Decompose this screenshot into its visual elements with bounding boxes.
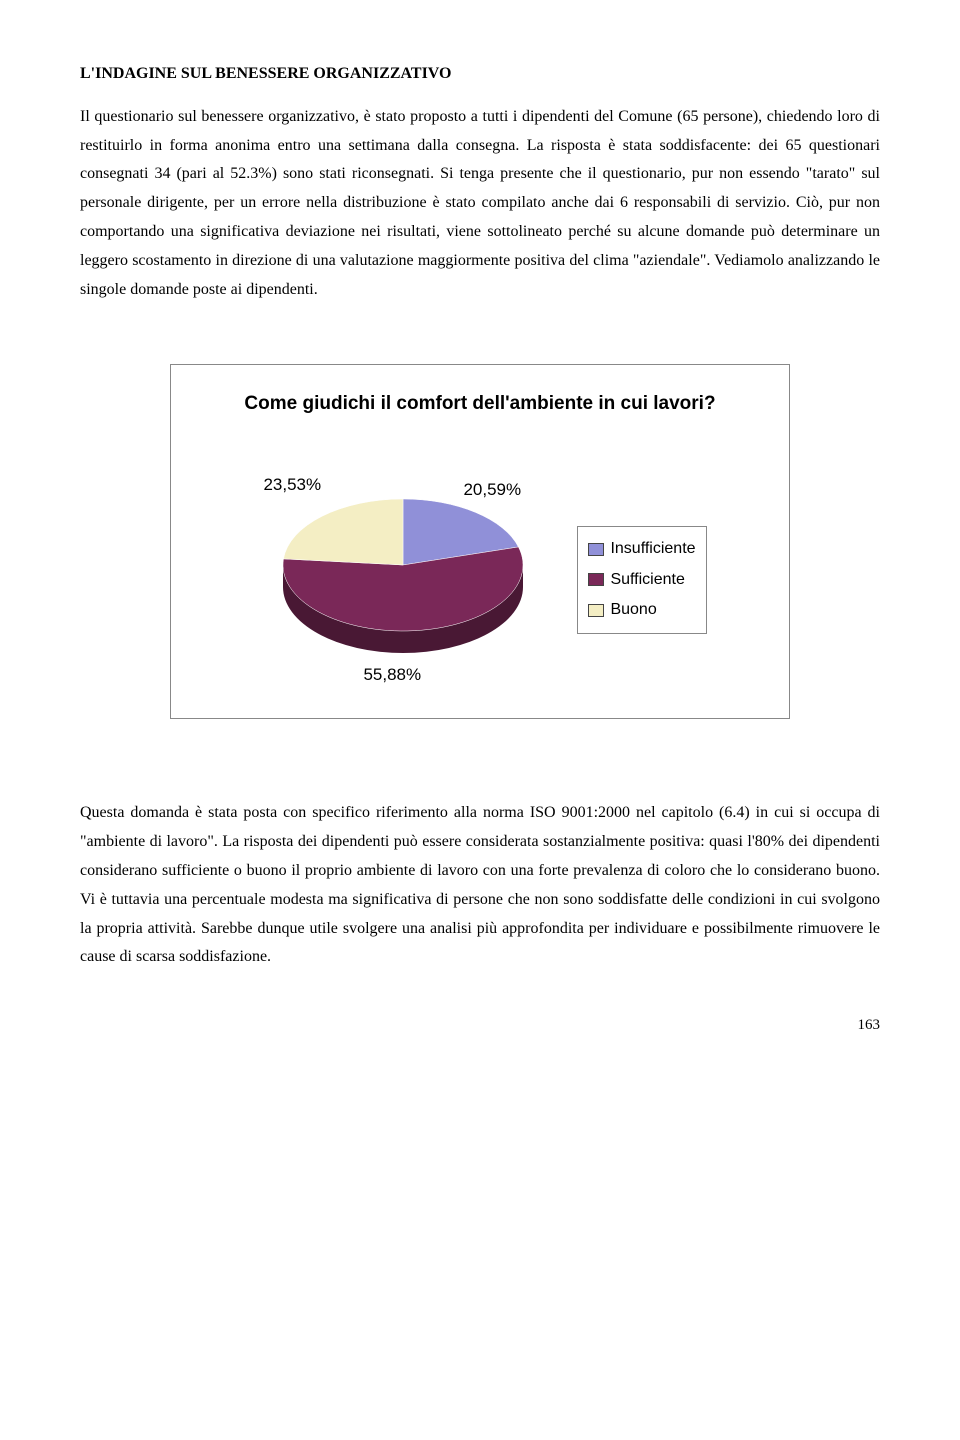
legend-item: Insufficiente (588, 535, 695, 564)
pie-label-insufficiente: 20,59% (463, 475, 521, 506)
legend-item: Sufficiente (588, 566, 695, 595)
legend-label: Buono (610, 596, 656, 625)
legend-swatch-icon (588, 543, 604, 556)
chart-legend: Insufficiente Sufficiente Buono (577, 526, 706, 634)
page-number: 163 (80, 1012, 880, 1039)
legend-item: Buono (588, 596, 695, 625)
legend-label: Insufficiente (610, 535, 695, 564)
pie-chart: 20,59% 55,88% 23,53% (253, 470, 553, 691)
legend-swatch-icon (588, 604, 604, 617)
paragraph-2: Questa domanda è stata posta con specifi… (80, 799, 880, 972)
pie-label-sufficiente: 55,88% (363, 660, 421, 691)
pie-label-buono: 23,53% (263, 470, 321, 501)
pie-chart-frame: Come giudichi il comfort dell'ambiente i… (170, 364, 790, 719)
paragraph-1: Il questionario sul benessere organizzat… (80, 103, 880, 305)
legend-swatch-icon (588, 573, 604, 586)
chart-title: Come giudichi il comfort dell'ambiente i… (195, 387, 765, 421)
chart-body: 20,59% 55,88% 23,53% Insufficiente Suffi… (195, 470, 765, 691)
legend-label: Sufficiente (610, 566, 684, 595)
section-title: L'INDAGINE SUL BENESSERE ORGANIZZATIVO (80, 60, 880, 89)
